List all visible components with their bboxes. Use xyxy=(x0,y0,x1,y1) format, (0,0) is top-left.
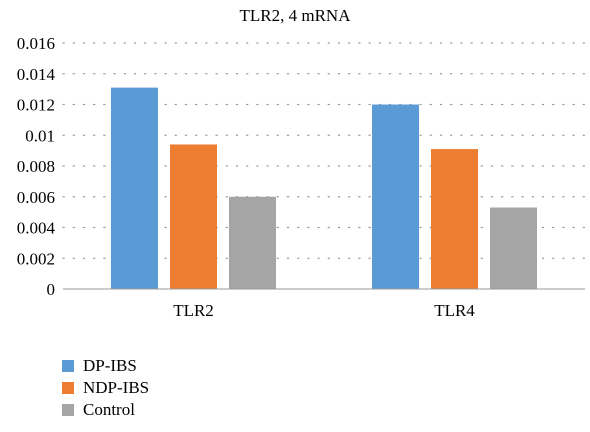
bars xyxy=(111,87,537,290)
legend-item-dp-ibs: DP-IBS xyxy=(62,355,149,377)
y-tick-label: 0.006 xyxy=(17,188,55,207)
y-tick-label: 0.002 xyxy=(17,249,55,268)
y-tick-label: 0.01 xyxy=(25,126,55,145)
bar-dp-ibs-tlr4 xyxy=(372,104,419,289)
bar-ndp-ibs-tlr2 xyxy=(170,144,217,289)
x-tick-label: TLR2 xyxy=(173,301,214,320)
y-tick-label: 0.008 xyxy=(17,157,55,176)
bar-dp-ibs-tlr2 xyxy=(111,87,158,290)
y-tick-label: 0.012 xyxy=(17,96,55,115)
legend-swatch-dp-ibs xyxy=(62,360,74,372)
legend-label-ndp-ibs: NDP-IBS xyxy=(83,378,150,397)
chart-title: TLR2, 4 mRNA xyxy=(240,6,352,25)
legend-swatch-control xyxy=(62,404,74,416)
legend-item-control: Control xyxy=(62,399,149,421)
x-axis-tick-labels: TLR2 TLR4 xyxy=(173,301,475,320)
bar-chart: TLR2, 4 mRNA 0 0.002 0.004 0.006 0.008 0.01 0.… xyxy=(17,6,586,320)
legend-label-control: Control xyxy=(83,400,135,419)
bar-ndp-ibs-tlr4 xyxy=(431,149,478,289)
y-axis-tick-labels: 0 0.002 0.004 0.006 0.008 0.01 0.012 0.014 0.016 xyxy=(17,34,56,299)
y-tick-label: 0.004 xyxy=(17,219,56,238)
legend-item-ndp-ibs: NDP-IBS xyxy=(62,377,149,399)
y-tick-label: 0.014 xyxy=(17,65,56,84)
legend-swatch-ndp-ibs xyxy=(62,382,74,394)
x-tick-label: TLR4 xyxy=(434,301,475,320)
bar-control-tlr2 xyxy=(229,196,276,289)
bar-control-tlr4 xyxy=(490,207,537,289)
legend-label-dp-ibs: DP-IBS xyxy=(83,356,137,375)
y-tick-label: 0 xyxy=(47,280,56,299)
legend: DP-IBS NDP-IBS Control xyxy=(62,355,149,421)
y-tick-label: 0.016 xyxy=(17,34,55,53)
